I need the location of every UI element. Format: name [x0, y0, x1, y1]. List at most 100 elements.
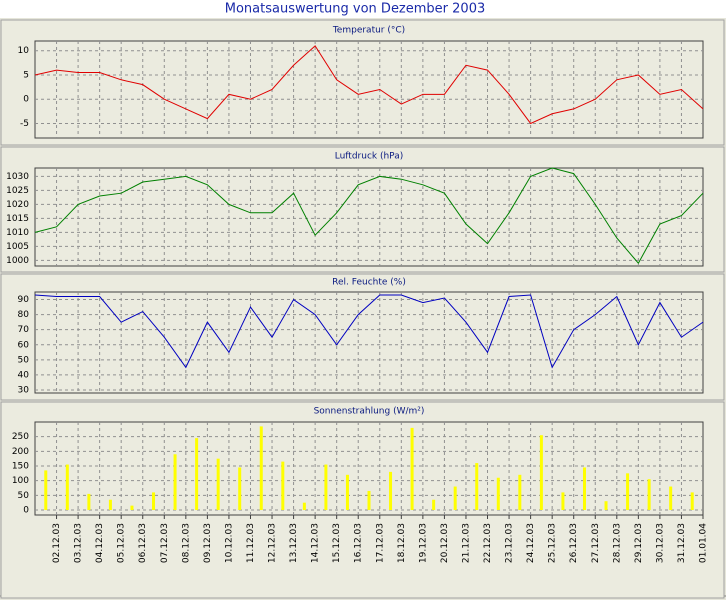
bar: [604, 501, 608, 511]
bar: [453, 486, 457, 511]
y-tick-label: 60: [18, 340, 30, 350]
line: [34, 45, 704, 125]
bar: [582, 467, 586, 511]
bar: [216, 458, 220, 511]
x-tick-label: 30.12.03: [655, 523, 665, 563]
x-tick-label: 01.01.04: [699, 523, 709, 563]
bar: [518, 474, 522, 511]
y-tick-label: 0: [23, 95, 29, 105]
x-tick-label: 13.12.03: [289, 523, 299, 563]
y-tick-label: 80: [18, 310, 30, 320]
plot-area: [34, 40, 704, 139]
bar: [87, 493, 91, 511]
x-tick-label: 12.12.03: [268, 523, 278, 563]
bar: [389, 471, 393, 511]
x-tick-label: 28.12.03: [612, 523, 622, 563]
panel-title: Luftdruck (hPa): [335, 152, 404, 162]
bar: [669, 486, 673, 511]
bar: [539, 435, 543, 511]
panel-title: Sonnenstrahlung (W/m²): [314, 407, 425, 417]
x-tick-label: 11.12.03: [246, 523, 256, 563]
y-tick-label: 1005: [6, 242, 29, 252]
y-tick-label: -5: [20, 119, 29, 129]
x-tick-label: 14.12.03: [311, 523, 321, 563]
y-tick-label: 90: [18, 295, 30, 305]
bar: [195, 438, 199, 511]
y-tick-label: 70: [18, 325, 30, 335]
x-tick-label: 02.12.03: [52, 523, 62, 563]
x-tick-label: 04.12.03: [95, 523, 105, 563]
panel-title: Rel. Feuchte (%): [332, 278, 406, 288]
bar: [496, 477, 500, 511]
y-tick-label: 1010: [6, 228, 29, 238]
x-tick-label: 22.12.03: [483, 523, 493, 563]
y-tick-label: 1020: [6, 200, 29, 210]
bar: [324, 464, 328, 511]
y-tick-label: 50: [18, 491, 30, 501]
x-tick-label: 10.12.03: [224, 523, 234, 563]
x-tick-label: 24.12.03: [526, 523, 536, 563]
y-tick-label: 40: [18, 370, 30, 380]
x-tick-label: 15.12.03: [332, 523, 342, 563]
bar: [561, 492, 565, 511]
y-tick-label: 150: [12, 462, 29, 472]
bar: [475, 463, 479, 511]
x-tick-label: 27.12.03: [591, 523, 601, 563]
chart-title: Monatsauswertung von Dezember 2003: [225, 2, 485, 17]
x-tick-label: 07.12.03: [160, 523, 170, 563]
bar: [238, 467, 242, 511]
y-tick-label: 1015: [6, 214, 29, 224]
bar: [302, 502, 306, 511]
bar: [44, 470, 48, 511]
x-tick-label: 08.12.03: [181, 523, 191, 563]
bar: [690, 492, 694, 511]
x-tick-label: 25.12.03: [548, 523, 558, 563]
line: [34, 294, 704, 369]
plot-area: [34, 291, 704, 394]
y-tick-label: 1000: [6, 256, 29, 266]
bar: [647, 479, 651, 511]
title-bar: [0, 0, 726, 18]
bar: [65, 464, 69, 511]
y-tick-label: 1030: [6, 172, 29, 182]
y-tick-label: 250: [12, 432, 29, 442]
bar: [410, 427, 414, 511]
bar: [152, 492, 156, 511]
x-tick-label: 19.12.03: [418, 523, 428, 563]
bar: [259, 426, 263, 511]
bar: [108, 499, 112, 511]
x-tick-label: 23.12.03: [505, 523, 515, 563]
y-tick-label: 100: [12, 476, 29, 486]
x-tick-label: 03.12.03: [74, 523, 84, 563]
y-tick-label: 10: [18, 46, 30, 56]
x-tick-label: 06.12.03: [138, 523, 148, 563]
bar: [367, 490, 371, 511]
y-tick-label: 5: [23, 70, 29, 80]
x-tick-label: 21.12.03: [461, 523, 471, 563]
y-tick-label: 1025: [6, 186, 29, 196]
bar: [173, 454, 177, 511]
x-tick-label: 17.12.03: [375, 523, 385, 563]
panel-title: Temperatur (°C): [332, 26, 405, 36]
plot-area: [34, 167, 704, 267]
x-tick-label: 31.12.03: [677, 523, 687, 563]
x-tick-label: 05.12.03: [117, 523, 127, 563]
bar: [626, 473, 630, 511]
bar: [130, 505, 134, 511]
y-tick-label: 0: [23, 506, 29, 516]
bar: [432, 499, 436, 511]
bar: [345, 474, 349, 511]
x-tick-label: 29.12.03: [634, 523, 644, 563]
bar: [281, 461, 285, 511]
x-tick-label: 26.12.03: [569, 523, 579, 563]
x-tick-label: 16.12.03: [354, 523, 364, 563]
y-tick-label: 50: [18, 355, 30, 365]
x-tick-label: 09.12.03: [203, 523, 213, 563]
line: [34, 167, 704, 265]
x-tick-label: 18.12.03: [397, 523, 407, 563]
x-tick-label: 20.12.03: [440, 523, 450, 563]
y-tick-label: 30: [18, 385, 30, 395]
y-tick-label: 200: [12, 447, 29, 457]
